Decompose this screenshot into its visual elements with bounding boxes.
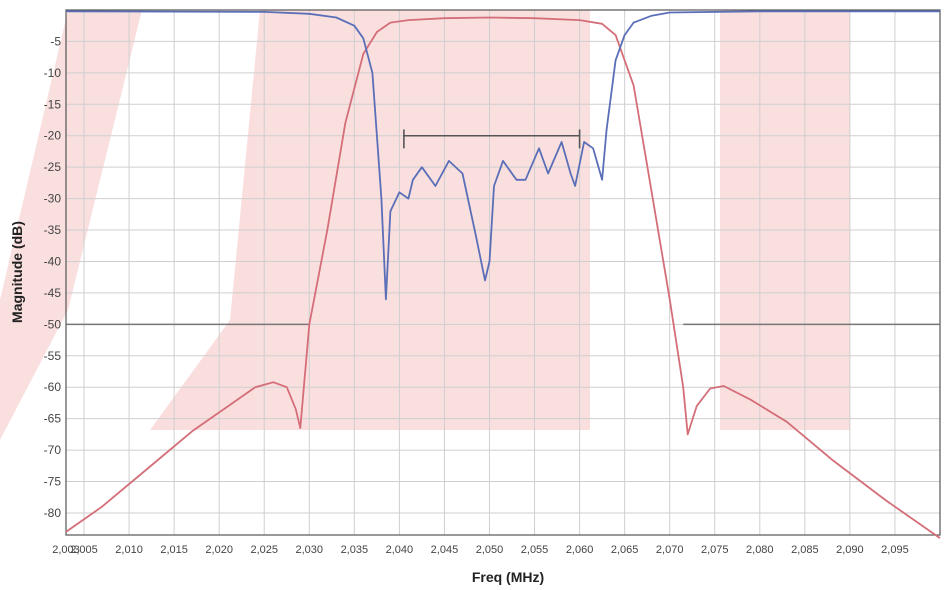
y-tick-label-8: -45 [44,286,62,300]
x-tick-label-19: 2,095 [881,544,909,556]
x-tick-label-8: 2,040 [386,544,414,556]
y-tick-label-4: -25 [44,160,62,174]
series-line-1 [65,10,940,301]
y-tick-label-0: -5 [50,34,61,48]
y-tick-label-7: -40 [44,254,62,268]
y-tick-label-2: -15 [44,97,62,111]
x-tick-label-15: 2,075 [701,544,729,556]
x-tick-label-16: 2,080 [746,544,774,556]
x-tick-label-14: 2,070 [656,544,684,556]
y-tick-label-15: -80 [44,506,62,520]
y-tick-label-3: -20 [44,129,62,143]
x-tick-label-4: 2,020 [205,544,233,556]
x-tick-label-3: 2,015 [160,544,188,556]
y-tick-label-1: -10 [44,66,62,80]
series-layer [65,10,941,539]
y-tick-label-12: -65 [44,412,62,426]
x-tick-label-1: 2,005 [70,544,98,556]
y-tick-label-6: -35 [44,223,62,237]
y-tick-label-14: -75 [44,475,62,489]
x-tick-label-11: 2,055 [521,544,549,556]
x-tick-label-0: 2,003 [52,544,80,556]
y-axis-ticks: -5 -10 -15 -20 -25 -30 -35 -40 -45 -50 -55 -60 -65 -7… [44,34,62,520]
x-tick-label-12: 2,060 [566,544,594,556]
watermark-shapes [0,10,850,440]
y-axis-title: Magnitude (dB) [9,221,25,323]
x-tick-label-13: 2,065 [611,544,639,556]
y-tick-label-9: -50 [44,317,62,331]
watermark-stripe-left [0,10,142,440]
plot-frame [65,9,941,536]
x-tick-label-9: 2,045 [431,544,459,556]
x-tick-label-17: 2,085 [791,544,819,556]
x-tick-label-6: 2,030 [296,544,324,556]
reference-lines [66,129,940,326]
y-tick-label-5: -30 [44,192,62,206]
x-tick-label-18: 2,090 [836,544,864,556]
y-tick-label-11: -60 [44,380,62,394]
x-tick-label-7: 2,035 [341,544,369,556]
y-tick-label-10: -55 [44,349,62,363]
x-axis-title: Freq (MHz) [472,569,544,585]
x-tick-label-10: 2,050 [476,544,504,556]
x-tick-label-2: 2,010 [115,544,143,556]
x-tick-label-5: 2,025 [250,544,278,556]
series-line-0 [65,16,941,539]
y-tick-label-13: -70 [44,443,62,457]
